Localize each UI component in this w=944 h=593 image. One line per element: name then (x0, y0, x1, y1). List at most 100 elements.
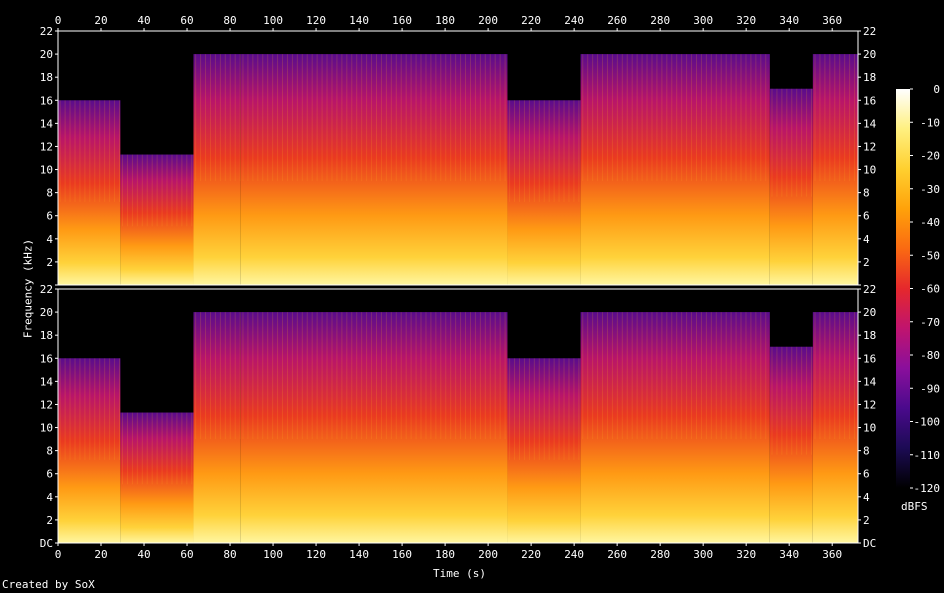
y-tick-label-right: 14 (863, 117, 877, 130)
y-tick-label-right: 4 (863, 233, 870, 246)
y-tick-label-right: 10 (863, 164, 876, 177)
x-tick-label-bottom: 180 (435, 548, 455, 561)
colorbar-tick-label: -40 (920, 216, 940, 229)
colorbar-tick-label: -100 (914, 416, 941, 429)
y-tick-label-left: 10 (40, 164, 53, 177)
x-tick-label-bottom: 320 (736, 548, 756, 561)
y-tick-label-left: 8 (46, 187, 53, 200)
x-tick-label-top: 20 (94, 14, 107, 27)
y-tick-label-right: 4 (863, 491, 870, 504)
y-tick-label-right: 10 (863, 422, 876, 435)
y-tick-label-left: 12 (40, 398, 53, 411)
x-tick-label-top: 140 (349, 14, 369, 27)
y-tick-label-left: 22 (40, 283, 53, 296)
spectrogram-segment (58, 358, 121, 543)
spectrogram-segment (769, 346, 813, 543)
spectrogram-segment (769, 88, 813, 285)
y-tick-label-right: 18 (863, 71, 876, 84)
y-tick-label-left: 20 (40, 306, 53, 319)
y-tick-label-left: 4 (46, 233, 53, 246)
channel-panel-2 (58, 289, 858, 543)
x-tick-label-top: 200 (478, 14, 498, 27)
x-tick-label-bottom: 260 (607, 548, 627, 561)
x-tick-label-top: 120 (306, 14, 326, 27)
footer-credit: Created by SoX (2, 578, 95, 591)
y-tick-label-right: 18 (863, 329, 876, 342)
y-tick-label-right: DC (863, 537, 876, 550)
x-tick-label-top: 240 (564, 14, 584, 27)
y-tick-label-left: 22 (40, 25, 53, 38)
y-tick-label-right: 2 (863, 256, 870, 269)
y-tick-label-right: 22 (863, 283, 876, 296)
y-tick-label-left: 18 (40, 329, 53, 342)
y-tick-label-left: 14 (40, 375, 54, 388)
y-tick-label-right: 22 (863, 25, 876, 38)
y-axis-label: Frequency (kHz) (21, 238, 35, 339)
y-tick-label-left: 4 (46, 491, 53, 504)
x-tick-label-top: 0 (55, 14, 62, 27)
spectrogram-segment (812, 54, 858, 285)
spectrogram-segment (193, 54, 241, 285)
spectrogram-segment (120, 412, 194, 543)
colorbar-tick-label: -60 (920, 283, 940, 296)
colorbar-label: dBFS (901, 500, 928, 513)
y-tick-label-right: 2 (863, 514, 870, 527)
colorbar (896, 89, 910, 488)
y-tick-label-left: 2 (46, 514, 53, 527)
x-tick-label-top: 100 (263, 14, 283, 27)
x-tick-label-bottom: 300 (693, 548, 713, 561)
x-tick-label-top: 220 (521, 14, 541, 27)
y-tick-label-right: 6 (863, 210, 870, 223)
colorbar-tick-label: 0 (933, 83, 940, 96)
x-tick-label-bottom: 100 (263, 548, 283, 561)
x-tick-label-bottom: 360 (822, 548, 842, 561)
spectrogram-segment (193, 312, 241, 543)
x-tick-label-top: 280 (650, 14, 670, 27)
x-tick-label-bottom: 220 (521, 548, 541, 561)
y-tick-label-left: DC (40, 537, 53, 550)
spectrogram-segment (507, 100, 581, 285)
x-tick-label-bottom: 140 (349, 548, 369, 561)
x-tick-label-bottom: 20 (94, 548, 107, 561)
x-tick-label-top: 160 (392, 14, 412, 27)
x-tick-label-top: 320 (736, 14, 756, 27)
y-tick-label-left: 6 (46, 468, 53, 481)
colorbar-tick-label: -10 (920, 116, 940, 129)
colorbar-tick-label: -20 (920, 150, 940, 163)
x-tick-label-top: 40 (137, 14, 150, 27)
y-tick-label-right: 6 (863, 468, 870, 481)
y-tick-label-left: 6 (46, 210, 53, 223)
x-tick-label-top: 60 (180, 14, 193, 27)
x-tick-label-top: 340 (779, 14, 799, 27)
colorbar-tick-label: -30 (920, 183, 940, 196)
colorbar-tick-label: -80 (920, 349, 940, 362)
y-tick-label-right: 12 (863, 140, 876, 153)
y-tick-label-left: 16 (40, 94, 53, 107)
colorbar-tick-label: -90 (920, 382, 940, 395)
spectrogram-segment (120, 154, 194, 285)
spectrogram-segment (580, 312, 770, 543)
x-tick-label-bottom: 160 (392, 548, 412, 561)
x-tick-label-bottom: 60 (180, 548, 193, 561)
x-tick-label-top: 80 (223, 14, 236, 27)
x-tick-label-bottom: 120 (306, 548, 326, 561)
colorbar-tick-label: -120 (914, 482, 941, 495)
x-tick-label-bottom: 200 (478, 548, 498, 561)
colorbar-tick-label: -50 (920, 249, 940, 262)
x-tick-label-bottom: 0 (55, 548, 62, 561)
x-tick-label-bottom: 280 (650, 548, 670, 561)
panel-frame (57, 288, 859, 544)
x-tick-label-bottom: 40 (137, 548, 150, 561)
y-tick-label-right: 20 (863, 48, 876, 61)
x-axis-label: Time (s) (433, 567, 486, 580)
y-tick-label-left: 8 (46, 445, 53, 458)
channel-panel-1 (58, 31, 858, 285)
spectrogram-segment (58, 100, 121, 285)
y-tick-label-left: 16 (40, 352, 53, 365)
y-tick-label-left: 10 (40, 422, 53, 435)
x-tick-label-top: 360 (822, 14, 842, 27)
y-tick-label-right: 12 (863, 398, 876, 411)
y-tick-label-left: 2 (46, 256, 53, 269)
panel-frame (57, 30, 859, 286)
